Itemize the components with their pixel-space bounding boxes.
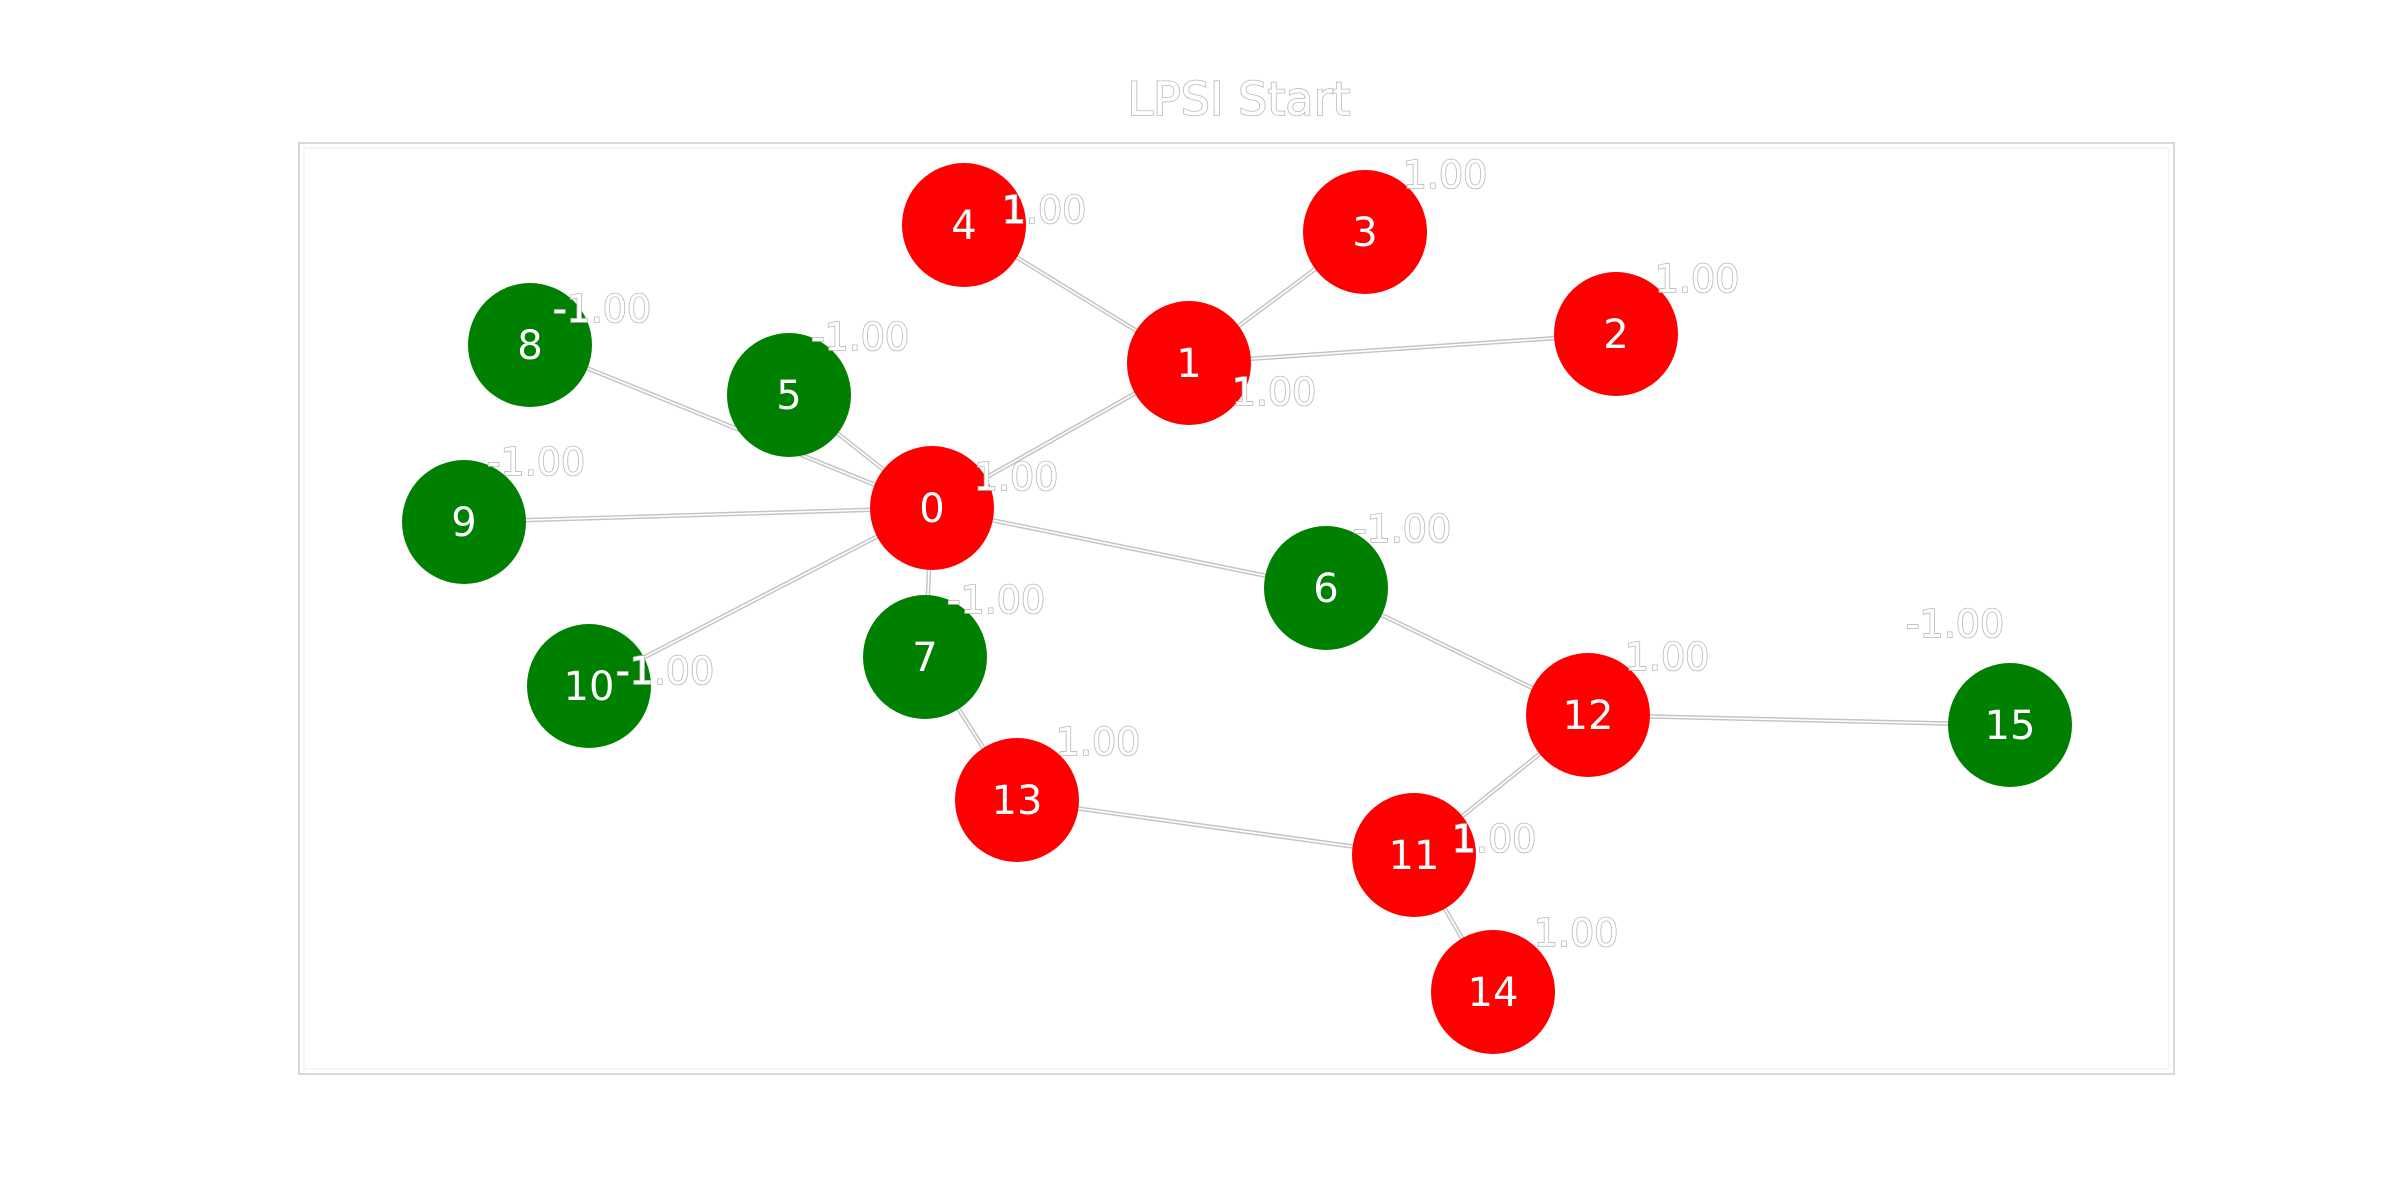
node-value-3: 1.00 xyxy=(1403,153,1488,197)
node-circle-11 xyxy=(1352,793,1476,917)
node-label-15: 15 xyxy=(1985,703,2036,749)
node-label-4: 4 xyxy=(951,203,976,249)
node-value-0: 1.00 xyxy=(974,455,1059,499)
node-label-11: 11 xyxy=(1389,833,1440,879)
node-circle-8 xyxy=(468,283,592,407)
node-label-8: 8 xyxy=(517,323,542,369)
node-value-7: -1.00 xyxy=(947,578,1045,622)
node-label-3: 3 xyxy=(1352,210,1377,256)
node-8: 8 xyxy=(468,283,592,407)
node-circle-2 xyxy=(1554,272,1678,396)
node-6: 6 xyxy=(1264,526,1388,650)
node-label-12: 12 xyxy=(1563,693,1614,739)
node-12: 12 xyxy=(1526,653,1650,777)
node-value-11: 1.00 xyxy=(1452,817,1537,861)
node-circle-9 xyxy=(402,460,526,584)
edge-0-8 xyxy=(529,342,933,511)
node-9: 9 xyxy=(402,460,526,584)
node-15: 15 xyxy=(1948,663,2072,787)
node-value-4: 1.00 xyxy=(1002,188,1087,232)
node-14: 14 xyxy=(1431,930,1555,1054)
node-0: 0 xyxy=(870,446,994,570)
node-label-6: 6 xyxy=(1313,566,1338,612)
node-3: 3 xyxy=(1303,170,1427,294)
node-circle-12 xyxy=(1526,653,1650,777)
node-value-2: 1.00 xyxy=(1655,257,1740,301)
node-label-1: 1 xyxy=(1176,341,1201,387)
node-value-12: 1.00 xyxy=(1625,635,1710,679)
node-value-1: 1.00 xyxy=(1232,370,1317,414)
node-circle-5 xyxy=(727,333,851,457)
figure-title: LPSI Start xyxy=(1127,72,1350,126)
node-value-8: -1.00 xyxy=(553,287,651,331)
edge-0-10 xyxy=(587,506,934,688)
node-4: 4 xyxy=(902,163,1026,287)
node-11: 11 xyxy=(1352,793,1476,917)
node-circle-6 xyxy=(1264,526,1388,650)
node-7: 7 xyxy=(863,595,987,719)
node-label-9: 9 xyxy=(451,500,476,546)
node-circle-3 xyxy=(1303,170,1427,294)
node-value-6: -1.00 xyxy=(1353,507,1451,551)
node-circle-15 xyxy=(1948,663,2072,787)
node-circle-7 xyxy=(863,595,987,719)
edge-1-2 xyxy=(1188,331,1617,366)
value-label-layer: 1.00 1.00 1.00 1.00 1.00 -1.00 -1.00 -1.00 -1.00… xyxy=(486,152,2005,956)
node-label-5: 5 xyxy=(776,373,801,419)
node-circle-4 xyxy=(902,163,1026,287)
node-label-13: 13 xyxy=(992,778,1043,824)
node-label-10: 10 xyxy=(564,664,615,710)
edge-0-9 xyxy=(463,505,933,525)
node-value-9: -1.00 xyxy=(487,440,585,484)
node-13: 13 xyxy=(955,738,1079,862)
node-circle-14 xyxy=(1431,930,1555,1054)
node-5: 5 xyxy=(727,333,851,457)
node-value-13: 1.00 xyxy=(1056,720,1141,764)
node-circle-0 xyxy=(870,446,994,570)
node-label-0: 0 xyxy=(919,486,944,532)
node-1: 1 xyxy=(1127,301,1251,425)
node-value-5: -1.00 xyxy=(811,315,909,359)
edge-12-15 xyxy=(1587,712,2011,728)
node-label-7: 7 xyxy=(912,635,937,681)
node-10: 10 xyxy=(527,624,651,748)
edge-13-11 xyxy=(1016,797,1415,858)
node-label-2: 2 xyxy=(1603,312,1628,358)
node-circle-1 xyxy=(1127,301,1251,425)
node-value-10: -1.00 xyxy=(616,649,714,693)
node-circle-13 xyxy=(955,738,1079,862)
edge-0-6 xyxy=(931,505,1327,591)
node-circle-10 xyxy=(527,624,651,748)
node-label-14: 14 xyxy=(1468,970,1519,1016)
plot-frame xyxy=(298,142,2175,1075)
node-value-14: 1.00 xyxy=(1534,911,1619,955)
node-value-15: -1.00 xyxy=(1906,602,2004,646)
node-2: 2 xyxy=(1554,272,1678,396)
